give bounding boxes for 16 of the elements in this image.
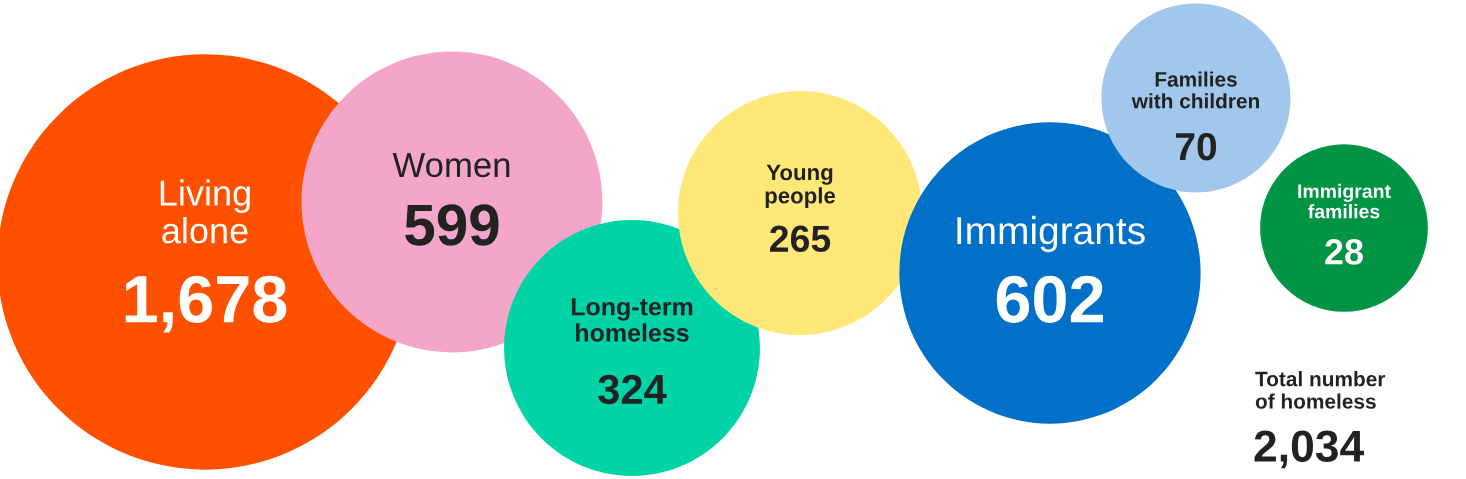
category-label: Women [392, 153, 510, 178]
data-label: 28 [1325, 239, 1363, 265]
data-label: 602 [996, 275, 1103, 323]
data-label: 599 [405, 204, 499, 246]
data-label: 70 [1176, 132, 1217, 161]
text: Total number of homeless [1255, 371, 1386, 409]
category-label: Immigrants [957, 215, 1145, 253]
category-label: Living alone [160, 179, 250, 244]
data-label: 265 [770, 225, 831, 253]
category-label: Young people [765, 164, 836, 208]
category-label: Families with children [1131, 71, 1259, 109]
category-label: Immigrant families [1298, 183, 1391, 219]
data-label: 324 [598, 374, 667, 405]
data-label: 1,678 [125, 275, 287, 333]
category-label: Long-term homeless [571, 298, 693, 342]
text: 2,034 [1254, 430, 1364, 469]
